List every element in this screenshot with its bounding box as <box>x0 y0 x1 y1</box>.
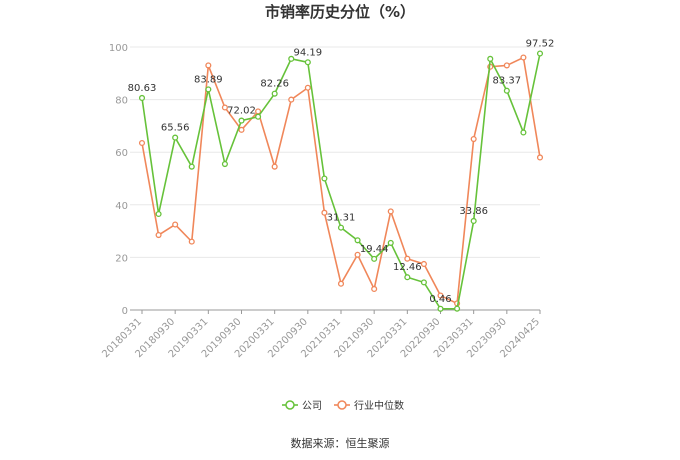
data-point <box>337 280 345 287</box>
data-point <box>255 113 262 120</box>
data-point <box>271 163 278 170</box>
data-point <box>138 139 146 147</box>
data-point <box>420 260 427 268</box>
y-tick-label: 100 <box>109 43 128 54</box>
series-line-0 <box>141 53 541 310</box>
data-point <box>520 54 527 61</box>
data-label: 82.26 <box>260 79 289 90</box>
data-point <box>238 126 245 133</box>
data-label: 94.19 <box>294 47 323 58</box>
data-label: 83.89 <box>194 74 223 85</box>
data-point <box>205 62 212 69</box>
legend-item-1[interactable]: 行业中位数 <box>334 399 404 412</box>
data-point <box>354 251 361 258</box>
data-point <box>354 237 361 244</box>
data-label: 33.86 <box>459 206 488 217</box>
data-label: 72.02 <box>227 106 256 117</box>
data-point <box>437 305 444 312</box>
legend-marker <box>285 400 295 410</box>
legend-item-0[interactable]: 公司 <box>282 400 322 412</box>
data-point <box>420 279 427 286</box>
data-point <box>221 104 228 111</box>
data-point <box>536 50 544 57</box>
data-point <box>337 224 345 231</box>
data-point <box>387 239 394 246</box>
data-point <box>288 96 295 103</box>
data-point <box>437 292 444 299</box>
data-point <box>172 134 179 141</box>
data-point <box>188 163 195 170</box>
legend-label: 公司 <box>302 401 322 412</box>
data-point <box>536 154 544 161</box>
legend-marker <box>337 400 347 410</box>
data-labels: 80.63 65.56 83.89 72.02 82.26 94.19 31.31 19.44… <box>128 39 555 305</box>
data-point <box>503 62 510 69</box>
data-point <box>304 84 311 91</box>
data-label: 65.56 <box>161 123 190 134</box>
data-point <box>470 136 477 143</box>
data-point <box>503 87 510 94</box>
series-line-1 <box>141 56 541 305</box>
y-tick-label: 20 <box>115 253 128 264</box>
y-tick-label: 80 <box>115 96 128 107</box>
data-point <box>304 59 311 66</box>
data-point <box>205 86 212 93</box>
data-point <box>271 90 278 97</box>
data-point <box>288 55 295 62</box>
chart-title: 市销率历史分位（%） <box>265 3 415 21</box>
series-lines <box>138 50 544 312</box>
data-label: 12.46 <box>393 262 422 273</box>
data-label: 19.44 <box>360 244 389 255</box>
data-point <box>238 117 245 124</box>
data-point <box>371 255 378 262</box>
data-label: 83.37 <box>493 76 522 87</box>
data-point <box>371 285 378 293</box>
data-point <box>155 210 162 218</box>
data-label: 31.31 <box>327 213 356 224</box>
data-label: 0.46 <box>429 294 451 305</box>
y-tick-label: 60 <box>115 148 128 159</box>
source-note: 数据来源：恒生聚源 <box>291 436 390 450</box>
data-point <box>404 255 411 262</box>
data-point <box>155 231 162 239</box>
data-point <box>321 209 328 216</box>
data-label: 97.52 <box>526 39 555 50</box>
data-point <box>404 274 411 281</box>
y-tick-label: 0 <box>122 306 128 317</box>
data-point <box>221 160 228 168</box>
data-point <box>188 238 195 245</box>
data-point <box>470 217 477 224</box>
legend[interactable]: 公司 行业中位数 <box>282 399 404 412</box>
grid-lines <box>130 46 540 258</box>
data-label: 80.63 <box>128 83 157 94</box>
legend-label: 行业中位数 <box>354 399 404 412</box>
data-point <box>387 208 394 215</box>
data-point <box>138 94 146 101</box>
data-point <box>172 221 179 228</box>
y-tick-label: 40 <box>115 201 128 212</box>
data-point <box>454 305 461 312</box>
data-point <box>321 175 328 182</box>
data-point <box>487 55 494 62</box>
data-point <box>520 129 527 136</box>
